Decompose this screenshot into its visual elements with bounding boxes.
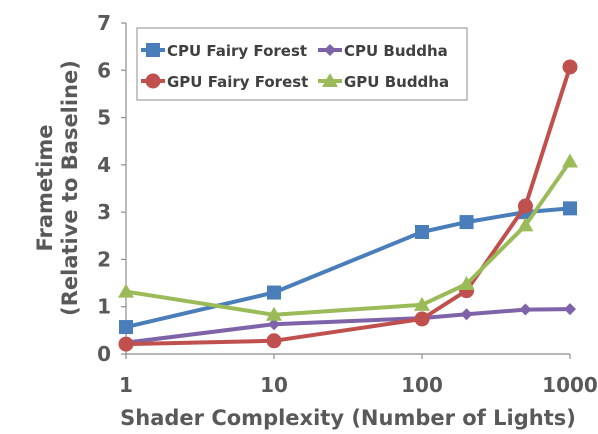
legend-box: [136, 27, 468, 101]
data-point-cpu-buddha: [519, 303, 532, 316]
y-tick-label: 2: [97, 247, 111, 271]
data-point-cpu-buddha: [268, 318, 280, 331]
data-point-gpu-buddha: [458, 276, 475, 291]
legend-marker-gpu-buddha: [322, 73, 338, 87]
y-tick-label: 5: [97, 106, 111, 130]
legend-label-gpu-fairy-forest: GPU Fairy Forest: [167, 73, 308, 91]
y-tick-label: 7: [97, 11, 111, 35]
x-axis-title: Shader Complexity (Number of Lights): [120, 406, 576, 430]
x-tick-label: 100: [401, 373, 443, 397]
data-point-gpu-buddha: [517, 217, 534, 232]
series-gpu-buddha: [118, 153, 578, 321]
data-point-gpu-buddha: [118, 283, 134, 298]
data-point-gpu-buddha: [414, 296, 430, 311]
legend-marker-gpu-fairy-forest: [145, 73, 161, 89]
y-axis-title: Frametime (Relative to Baseline): [33, 60, 82, 316]
series-line-gpu-buddha: [125, 160, 572, 317]
legend-marker-cpu-fairy-forest: [146, 43, 160, 57]
data-point-gpu-fairy-forest: [414, 311, 430, 327]
series-line-gpu-fairy-forest: [125, 66, 572, 347]
data-point-cpu-buddha: [460, 308, 473, 321]
data-point-gpu-fairy-forest: [562, 59, 578, 75]
series-line-cpu-buddha: [125, 307, 571, 345]
data-point-gpu-fairy-forest: [118, 336, 134, 352]
data-point-gpu-fairy-forest: [266, 333, 282, 349]
x-tick-label: 1: [119, 373, 133, 397]
data-point-gpu-fairy-forest: [517, 198, 533, 214]
axes: [125, 23, 570, 355]
y-tick-label: 6: [97, 58, 111, 82]
y-tick-label: 4: [97, 153, 111, 177]
legend-label-cpu-fairy-forest: CPU Fairy Forest: [167, 42, 307, 60]
y-tick-label: 0: [97, 342, 111, 366]
data-point-cpu-buddha: [564, 303, 576, 316]
data-point-cpu-fairy-forest: [267, 285, 281, 300]
y-axis-title-line1: Frametime: [33, 124, 57, 251]
series-lines: [118, 59, 578, 352]
series-cpu-fairy-forest: [119, 201, 577, 335]
data-point-cpu-fairy-forest: [415, 225, 429, 240]
data-point-cpu-fairy-forest: [563, 201, 577, 216]
legend-item-cpu-fairy-forest: CPU Fairy Forest: [141, 42, 307, 60]
legend-label-gpu-buddha: GPU Buddha: [344, 73, 449, 91]
x-tick-label: 10: [260, 373, 288, 397]
legend: CPU Fairy Forest CPU Buddha GPU Fairy Fore…: [136, 27, 468, 101]
legend-item-gpu-buddha: GPU Buddha: [318, 73, 449, 91]
y-tick-label: 1: [97, 295, 111, 319]
data-point-cpu-fairy-forest: [119, 320, 133, 335]
y-tick-label: 3: [97, 200, 111, 224]
x-tick-label: 1000: [542, 373, 598, 397]
legend-item-cpu-buddha: CPU Buddha: [318, 42, 448, 60]
series-gpu-fairy-forest: [118, 59, 578, 352]
y-axis-title-line2: (Relative to Baseline): [58, 60, 82, 316]
data-point-gpu-buddha: [266, 306, 282, 321]
legend-label-cpu-buddha: CPU Buddha: [344, 42, 448, 60]
data-point-cpu-fairy-forest: [459, 215, 474, 230]
legend-item-gpu-fairy-forest: GPU Fairy Forest: [141, 73, 308, 91]
legend-marker-cpu-buddha: [324, 44, 336, 56]
data-point-gpu-buddha: [562, 153, 578, 168]
